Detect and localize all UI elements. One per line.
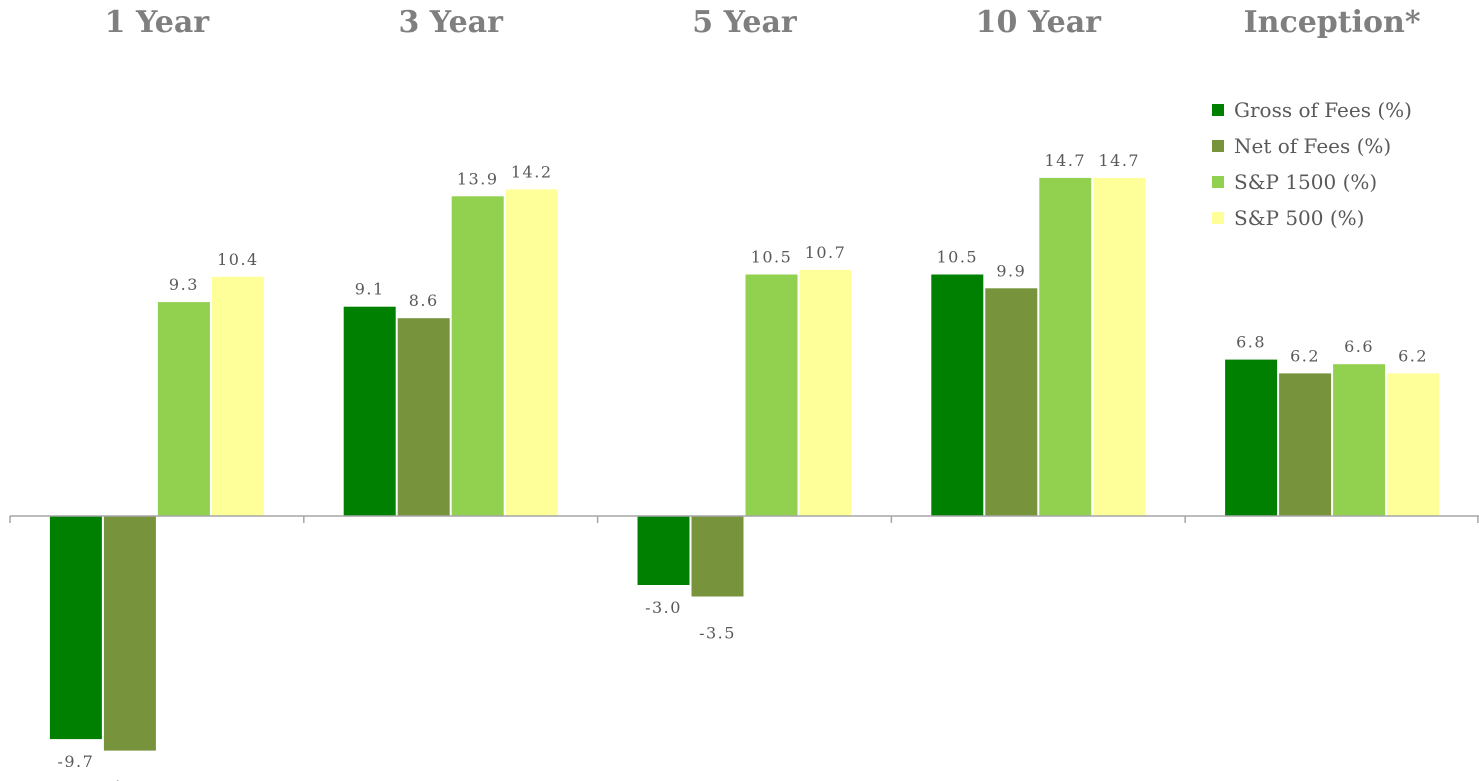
bar-gross-of-fees-10-year — [931, 274, 984, 516]
category-titles: 1 Year 3 Year 5 Year 10 Year Inception* — [105, 5, 1421, 40]
bar-marks — [49, 177, 1440, 751]
category-title-10-year: 10 Year — [976, 5, 1103, 40]
value-label-gross-of-fees-3-year: 9.1 — [355, 280, 385, 299]
bar-s-p-1500-1-year — [157, 302, 210, 516]
bar-net-of-fees-inception — [1279, 373, 1332, 516]
value-label-s-p-500-inception: 6.2 — [1398, 346, 1428, 365]
bar-s-p-1500-10-year — [1039, 177, 1092, 516]
bar-net-of-fees-10-year — [985, 288, 1038, 516]
legend-swatch-gross-of-fees — [1212, 104, 1224, 116]
legend-label-gross-of-fees: Gross of Fees (%) — [1234, 98, 1412, 122]
value-label-gross-of-fees-5-year: -3.0 — [645, 598, 682, 617]
value-label-s-p-500-1-year: 10.4 — [217, 250, 259, 269]
value-label-s-p-1500-1-year: 9.3 — [169, 275, 199, 294]
bar-gross-of-fees-3-year — [343, 306, 396, 516]
legend-label-s-p-500: S&P 500 (%) — [1234, 206, 1364, 230]
legend-label-net-of-fees: Net of Fees (%) — [1234, 134, 1391, 158]
bar-net-of-fees-3-year — [397, 318, 450, 516]
x-axis — [9, 515, 1479, 523]
value-label-s-p-500-5-year: 10.7 — [805, 243, 847, 262]
category-title-inception: Inception* — [1244, 5, 1421, 40]
bar-gross-of-fees-1-year — [49, 516, 102, 740]
value-label-s-p-1500-3-year: 13.9 — [457, 169, 499, 188]
value-label-gross-of-fees-inception: 6.8 — [1236, 333, 1266, 352]
category-title-1-year: 1 Year — [105, 5, 211, 40]
legend-swatch-net-of-fees — [1212, 140, 1224, 152]
bar-s-p-500-5-year — [799, 269, 852, 516]
bar-s-p-1500-3-year — [451, 196, 504, 517]
legend: Gross of Fees (%) Net of Fees (%) S&P 1500… — [1212, 98, 1412, 230]
category-title-3-year: 3 Year — [398, 5, 504, 40]
legend-swatch-s-p-500 — [1212, 212, 1224, 224]
value-label-s-p-1500-inception: 6.6 — [1344, 337, 1374, 356]
legend-swatch-s-p-1500 — [1212, 176, 1224, 188]
value-label-s-p-500-10-year: 14.7 — [1098, 151, 1140, 170]
value-label-net-of-fees-5-year: -3.5 — [699, 624, 736, 643]
bar-s-p-500-10-year — [1093, 177, 1146, 516]
value-label-net-of-fees-3-year: 8.6 — [409, 291, 439, 310]
value-label-gross-of-fees-10-year: 10.5 — [936, 248, 978, 267]
bar-s-p-1500-inception — [1333, 364, 1386, 516]
value-label-s-p-1500-5-year: 10.5 — [751, 248, 793, 267]
value-label-net-of-fees-10-year: 9.9 — [996, 261, 1026, 280]
bar-s-p-1500-5-year — [745, 274, 798, 516]
bar-net-of-fees-1-year — [103, 516, 156, 751]
bar-s-p-500-1-year — [211, 276, 264, 516]
bar-gross-of-fees-inception — [1225, 359, 1278, 516]
bar-s-p-500-3-year — [505, 189, 558, 516]
value-label-gross-of-fees-1-year: -9.7 — [57, 752, 94, 771]
category-title-5-year: 5 Year — [692, 5, 798, 40]
bar-s-p-500-inception — [1387, 373, 1440, 516]
value-label-s-p-1500-10-year: 14.7 — [1044, 151, 1086, 170]
value-label-net-of-fees-1-year: -10.2 — [106, 778, 155, 781]
value-label-net-of-fees-inception: 6.2 — [1290, 346, 1320, 365]
value-label-s-p-500-3-year: 14.2 — [511, 162, 553, 181]
legend-label-s-p-1500: S&P 1500 (%) — [1234, 170, 1377, 194]
value-labels: -9.7 -10.2 9.3 10.4 9.1 8.6 13.9 14.2 -3.0 -3.5 10… — [57, 151, 1428, 781]
bar-net-of-fees-5-year — [691, 516, 744, 597]
bar-gross-of-fees-5-year — [637, 516, 690, 585]
